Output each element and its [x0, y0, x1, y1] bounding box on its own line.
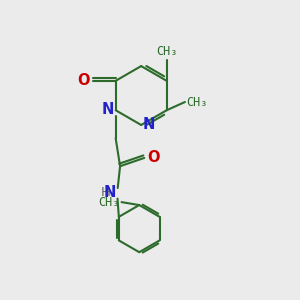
Text: CH₃: CH₃ — [98, 196, 120, 208]
Text: CH₃: CH₃ — [186, 95, 208, 109]
Text: N: N — [142, 117, 155, 132]
Text: O: O — [147, 150, 160, 165]
Text: CH₃: CH₃ — [156, 45, 177, 58]
Text: H: H — [101, 186, 111, 199]
Text: N: N — [103, 185, 116, 200]
Text: O: O — [77, 73, 90, 88]
Text: N: N — [102, 102, 114, 117]
